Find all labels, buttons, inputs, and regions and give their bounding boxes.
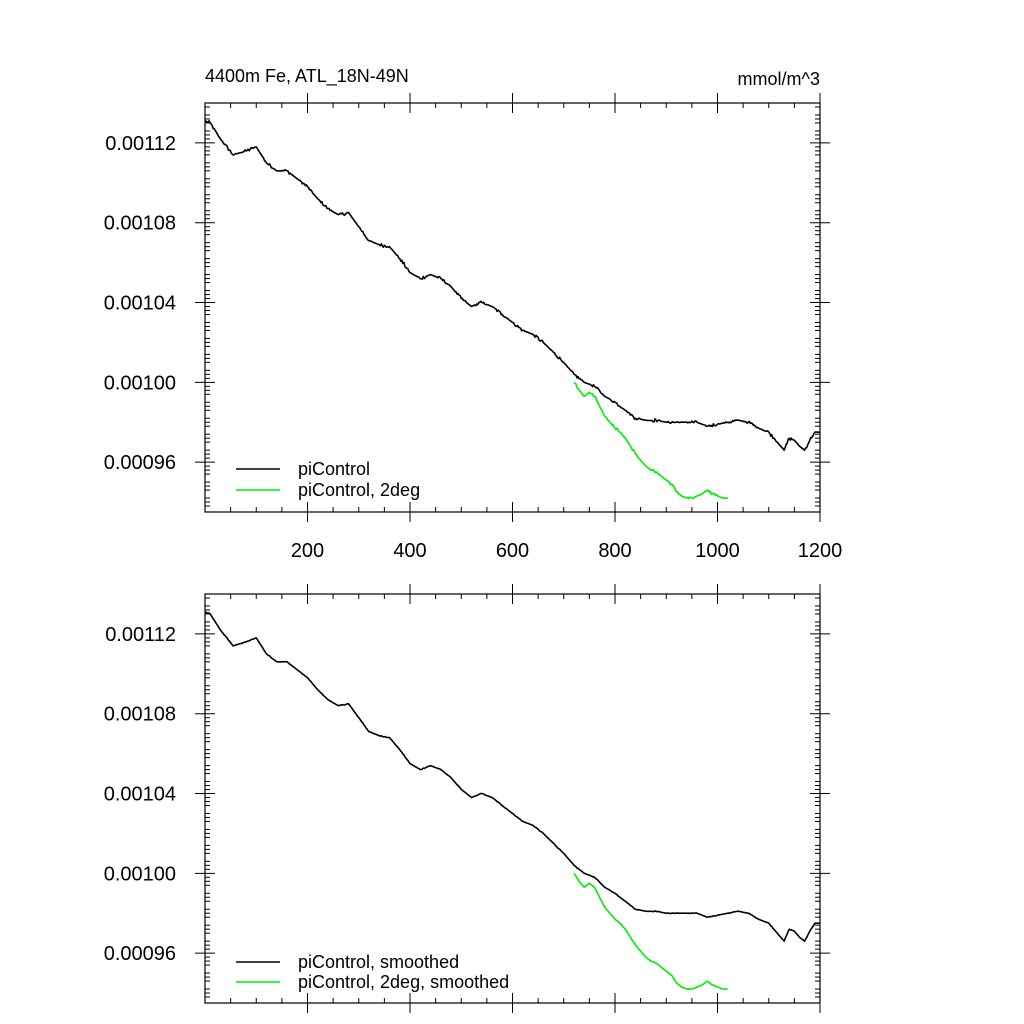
y-tick-label: 0.00096: [104, 943, 176, 965]
legend-label-picontrol: piControl: [298, 459, 370, 479]
y-tick-label: 0.00112: [105, 133, 176, 155]
legend-label-picontrol-2deg-smoothed: piControl, 2deg, smoothed: [298, 972, 509, 992]
legend-top: piControl piControl, 2deg: [236, 459, 420, 500]
legend-label-picontrol-smoothed: piControl, smoothed: [298, 952, 459, 972]
y-tick-label: 0.00100: [104, 372, 176, 394]
legend-bottom: piControl, smoothed piControl, 2deg, smo…: [236, 952, 509, 992]
x-tick-label: 1200: [798, 540, 843, 562]
x-tick-label: 600: [496, 540, 529, 562]
legend-label-picontrol-2deg: piControl, 2deg: [298, 480, 420, 500]
y-tick-label: 0.00104: [104, 784, 176, 806]
x-tick-label: 1000: [695, 540, 740, 562]
y-tick-label: 0.00100: [104, 863, 176, 885]
series-line-picontrol-2deg-smoothed: [573, 872, 728, 990]
y-tick-label: 0.00108: [104, 213, 176, 235]
chart-panel-top: 4400m Fe, ATL_18N-49N mmol/m^3 200 400 600…: [104, 66, 843, 562]
x-tick-label: 200: [291, 540, 324, 562]
y-tick-label: 0.00108: [104, 704, 176, 726]
y-tick-label: 0.00104: [104, 293, 176, 315]
units-label: mmol/m^3: [738, 69, 820, 89]
plot-area-top: 200 400 600 800 1000 1200 0.00112 0.00108 0.0010…: [104, 93, 843, 562]
y-tick-label: 0.00112: [105, 624, 176, 646]
series-line-picontrol: [205, 120, 820, 451]
x-tick-label: 400: [393, 540, 426, 562]
chart-title: 4400m Fe, ATL_18N-49N: [205, 66, 409, 87]
y-tick-label: 0.00096: [104, 452, 176, 474]
series-line-picontrol-2deg: [573, 381, 728, 500]
plot-area-bottom: 0.00112 0.00108 0.00104 0.00100 0.00096: [104, 584, 830, 1013]
series-line-picontrol-smoothed: [204, 611, 820, 942]
x-tick-label: 800: [598, 540, 631, 562]
chart-panel-bottom: 0.00112 0.00108 0.00104 0.00100 0.00096 piCo…: [104, 584, 830, 1013]
